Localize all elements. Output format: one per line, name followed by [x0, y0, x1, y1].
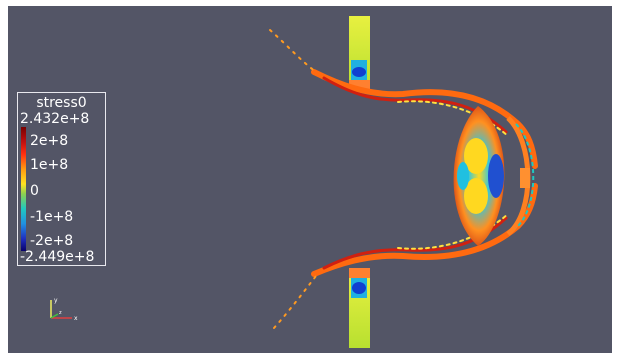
top-bar — [349, 16, 370, 92]
color-bar — [21, 127, 26, 251]
legend-tick-label: 1e+8 — [30, 157, 69, 173]
legend-tick-label: -2e+8 — [30, 233, 74, 249]
legend-tick-label: 2e+8 — [30, 133, 69, 149]
orientation-axes-widget: y x z — [50, 297, 78, 322]
stress-dome — [453, 106, 535, 246]
axis-label-z: z — [59, 310, 62, 316]
scalar-bar-legend: stress0 2.432e+8 2e+8 1e+8 0 -1e+8 -2e+8… — [17, 92, 106, 266]
axis-label-x: x — [74, 315, 78, 322]
legend-tick-label: -1e+8 — [30, 209, 74, 225]
render-viewport[interactable]: stress0 2.432e+8 2e+8 1e+8 0 -1e+8 -2e+8… — [8, 6, 612, 353]
legend-tick-label: 0 — [30, 183, 39, 199]
simulation-render — [269, 16, 538, 348]
legend-title: stress0 — [36, 95, 87, 111]
legend-min-label: -2.449e+8 — [20, 249, 95, 265]
legend-max-label: 2.432e+8 — [20, 111, 90, 127]
axis-label-y: y — [54, 297, 58, 304]
bottom-bar — [349, 268, 370, 348]
